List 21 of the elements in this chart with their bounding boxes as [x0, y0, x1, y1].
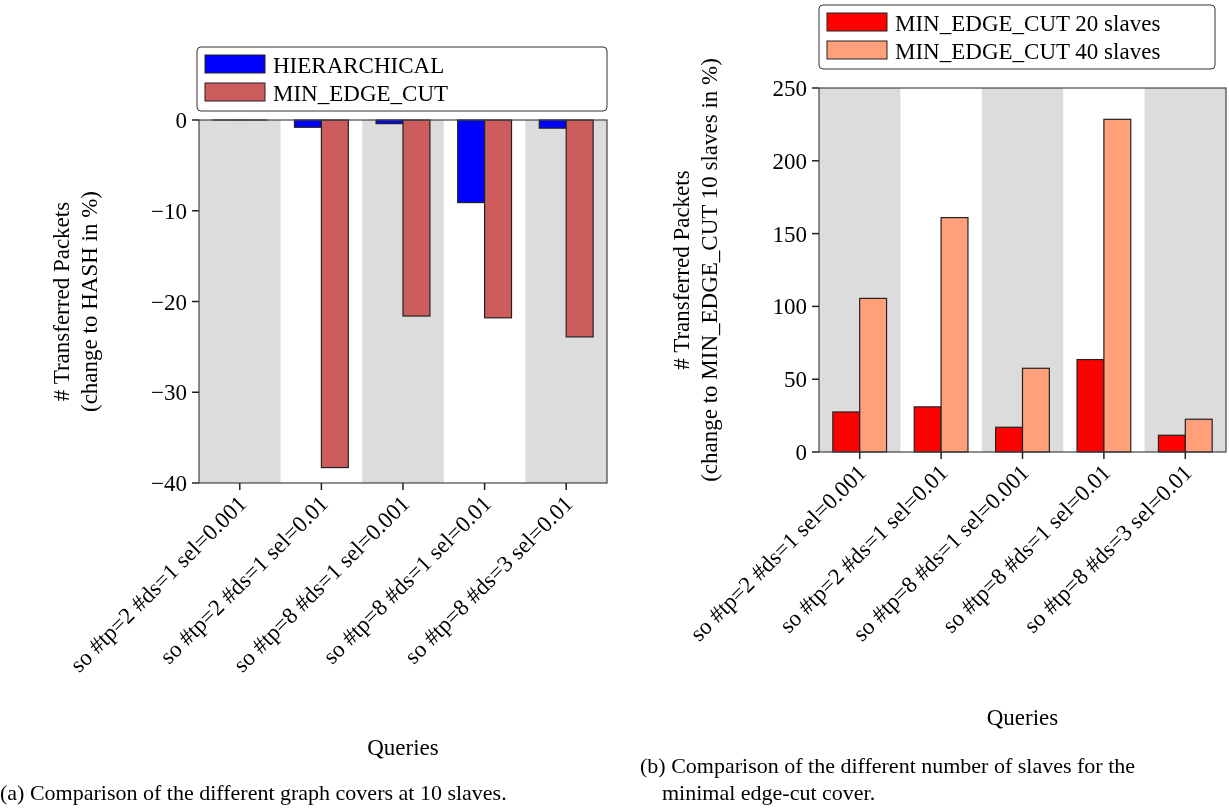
x-axis-title: Queries: [986, 705, 1059, 730]
y-tick-label: 0: [175, 108, 187, 134]
y-tick-label: 150: [772, 221, 807, 247]
y-axis-title: # Transferred Packets (change to HASH in %): [49, 190, 102, 413]
y-tick-label: 200: [772, 148, 807, 174]
y-tick-label: −20: [151, 289, 187, 315]
y-tick-label: 250: [772, 76, 807, 102]
y-tick-label: 100: [772, 294, 807, 320]
legend-label: HIERARCHICAL: [273, 53, 445, 79]
y-tick-label: 50: [784, 367, 807, 393]
legend-label: MIN_EDGE_CUT 20 slaves: [895, 11, 1161, 37]
y-tick-label: −40: [151, 471, 187, 497]
y-tick-label: −30: [151, 380, 187, 406]
y-tick-label: −10: [151, 198, 187, 224]
y-axis-title: # Transferred Packets (change to MIN_EDGE_CUT 10 slaves in %): [669, 58, 722, 482]
legend-label: MIN_EDGE_CUT: [273, 81, 449, 107]
x-axis-title: Queries: [367, 735, 439, 760]
text: (b) Comparison of the different number of slaves for the minimal edge-cut cover.: [640, 753, 1136, 805]
y-tick-label: 0: [795, 440, 807, 466]
legend-label: MIN_EDGE_CUT 40 slaves: [895, 39, 1161, 65]
text: (a) Comparison of the different graph covers at 10 slaves.: [0, 780, 507, 805]
